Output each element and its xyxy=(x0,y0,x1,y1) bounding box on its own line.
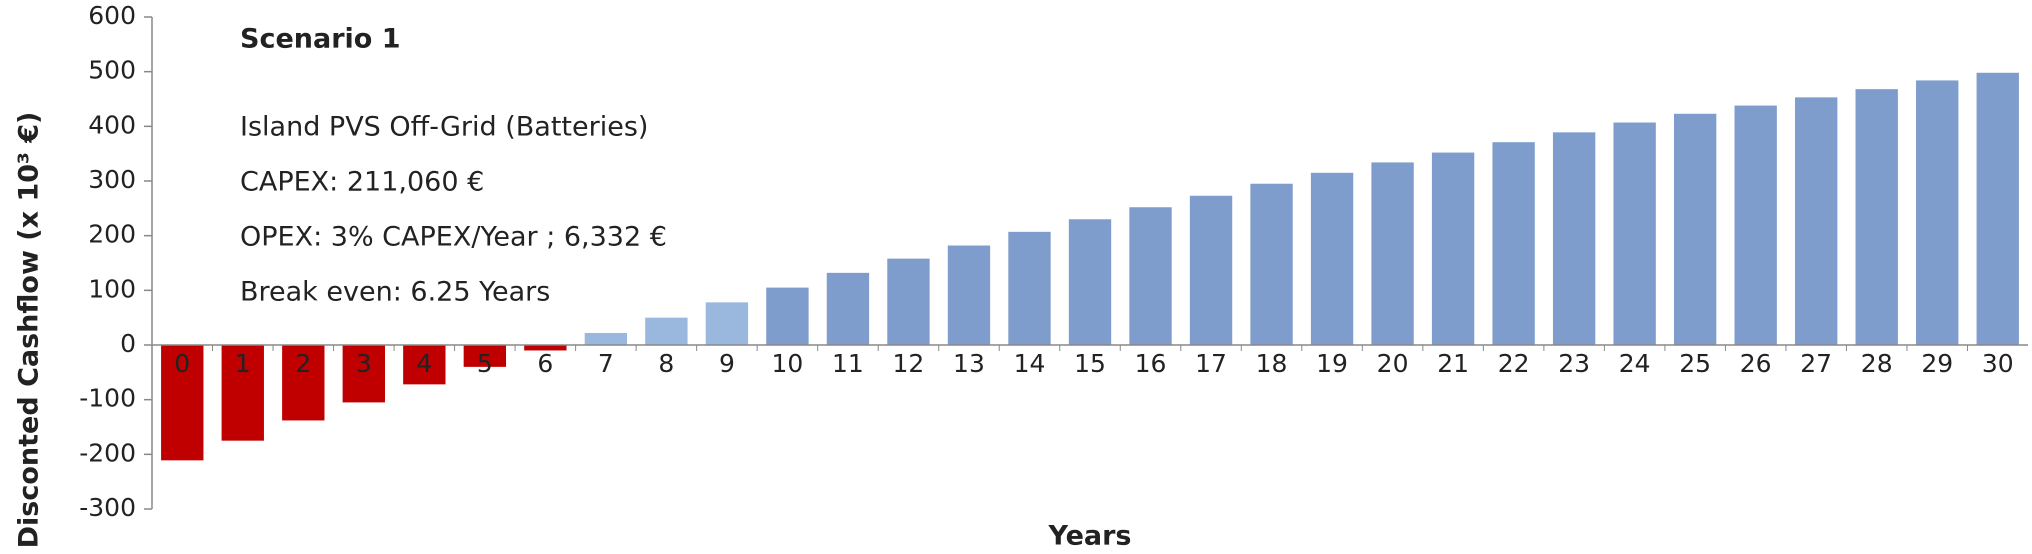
x-tick-label: 27 xyxy=(1800,349,1832,378)
x-tick-label: 6 xyxy=(537,349,553,378)
bar xyxy=(1916,80,1959,345)
bar xyxy=(1673,113,1717,345)
x-tick-label: 25 xyxy=(1679,349,1711,378)
y-tick-label: 600 xyxy=(88,1,136,30)
bar xyxy=(826,272,870,345)
x-tick-label: 10 xyxy=(772,349,804,378)
x-tick-label: 14 xyxy=(1014,349,1046,378)
bar xyxy=(1795,97,1838,345)
x-tick-label: 28 xyxy=(1861,349,1893,378)
x-tick-label: 3 xyxy=(356,349,372,378)
y-tick-label: 400 xyxy=(88,110,136,139)
y-tick-label: 0 xyxy=(120,329,136,358)
x-tick-label: 20 xyxy=(1377,349,1409,378)
bar xyxy=(1734,105,1777,345)
x-tick-label: 22 xyxy=(1498,349,1530,378)
bar xyxy=(645,317,688,345)
bar xyxy=(1068,219,1112,345)
x-tick-label: 29 xyxy=(1921,349,1953,378)
x-tick-label: 24 xyxy=(1619,349,1651,378)
bar xyxy=(1855,89,1898,345)
x-tick-label: 21 xyxy=(1437,349,1469,378)
y-tick-label: -200 xyxy=(79,438,136,467)
bar xyxy=(161,345,204,461)
annotation: Break even: 6.25 Years xyxy=(240,277,550,308)
annotation: OPEX: 3% CAPEX/Year ; 6,332 € xyxy=(240,222,667,253)
bar xyxy=(1552,132,1596,345)
bar xyxy=(1613,122,1656,345)
y-tick-label: 200 xyxy=(88,220,136,249)
x-tick-label: 2 xyxy=(295,349,311,378)
bar xyxy=(947,245,991,345)
bar xyxy=(524,345,567,351)
x-tick-label: 17 xyxy=(1195,349,1227,378)
bar xyxy=(766,287,809,345)
bar xyxy=(1250,183,1293,345)
x-tick-label: 19 xyxy=(1316,349,1348,378)
bar xyxy=(1189,195,1233,345)
bar xyxy=(1492,142,1535,345)
bar xyxy=(342,345,385,403)
x-tick-label: 7 xyxy=(598,349,614,378)
x-tick-label: 18 xyxy=(1256,349,1288,378)
y-tick-label: -300 xyxy=(79,493,136,522)
x-tick-label: 12 xyxy=(893,349,925,378)
annotation: Island PVS Off-Grid (Batteries) xyxy=(240,112,648,143)
bar xyxy=(705,302,749,345)
x-tick-label: 30 xyxy=(1982,349,2014,378)
bar xyxy=(463,345,507,367)
y-axis-label: Disconted Cashflow (x 10³ €) xyxy=(14,112,45,549)
bar xyxy=(1129,207,1172,345)
bar xyxy=(1976,72,2019,345)
x-tick-label: 4 xyxy=(416,349,432,378)
annotation-title: Scenario 1 xyxy=(240,24,401,55)
annotation: CAPEX: 211,060 € xyxy=(240,167,484,198)
x-tick-label: 1 xyxy=(235,349,251,378)
x-tick-label: 15 xyxy=(1074,349,1106,378)
x-tick-label: 23 xyxy=(1558,349,1590,378)
bar xyxy=(1310,172,1354,345)
y-tick-label: -100 xyxy=(79,384,136,413)
x-tick-label: 5 xyxy=(477,349,493,378)
bar xyxy=(584,332,628,345)
x-tick-label: 8 xyxy=(658,349,674,378)
y-tick-label: 500 xyxy=(88,56,136,85)
x-tick-label: 0 xyxy=(174,349,190,378)
x-tick-label: 9 xyxy=(719,349,735,378)
x-axis-label: Years xyxy=(1048,521,1132,552)
x-tick-label: 11 xyxy=(832,349,864,378)
x-tick-label: 13 xyxy=(953,349,985,378)
y-tick-label: 100 xyxy=(88,274,136,303)
bar xyxy=(221,345,264,441)
x-tick-label: 26 xyxy=(1740,349,1772,378)
bar xyxy=(1008,231,1051,345)
bar xyxy=(887,258,930,345)
bar xyxy=(403,345,446,385)
x-tick-label: 16 xyxy=(1135,349,1167,378)
y-tick-label: 300 xyxy=(88,165,136,194)
bar xyxy=(282,345,325,421)
bar xyxy=(1371,162,1414,345)
bar xyxy=(1431,152,1475,345)
